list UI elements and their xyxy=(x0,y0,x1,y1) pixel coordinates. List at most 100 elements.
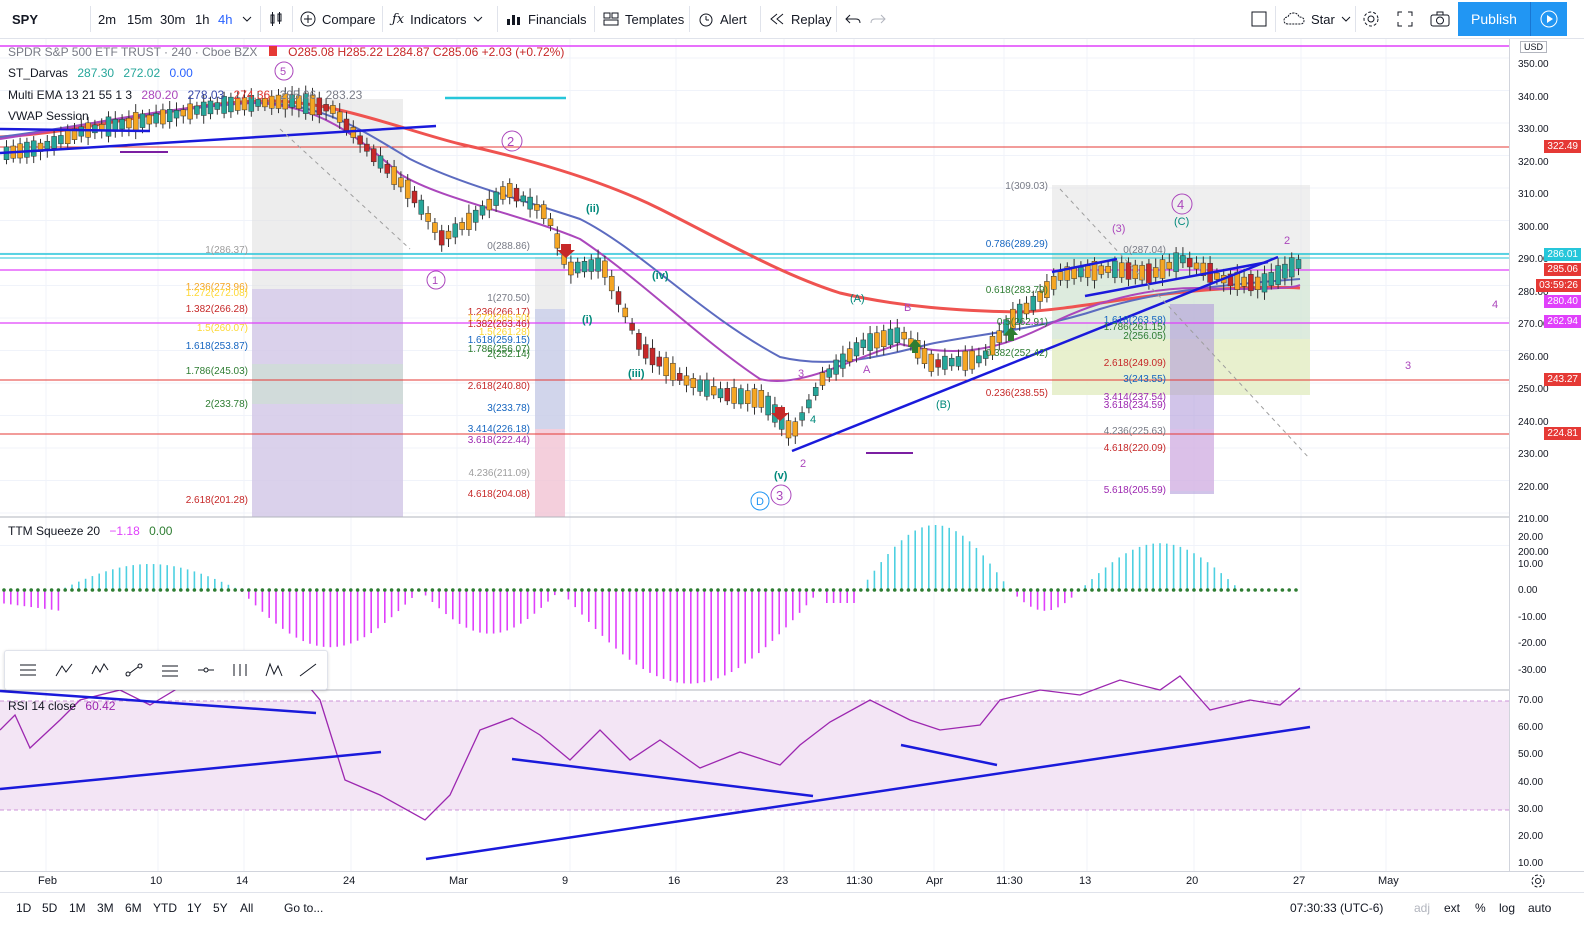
candle xyxy=(316,97,323,116)
lines-icon[interactable] xyxy=(15,657,41,683)
svg-text:2: 2 xyxy=(507,134,514,149)
squeeze-dot xyxy=(253,588,258,592)
symbol-search[interactable]: SPY xyxy=(12,0,38,38)
chart-canvas[interactable]: 1 2 3 4 5 D (ii) (iv) (iii) (v) (i) (A) … xyxy=(0,39,1509,871)
squeeze-dot xyxy=(1083,588,1087,592)
gear-icon[interactable] xyxy=(1530,873,1546,889)
templates-button[interactable]: Templates xyxy=(603,0,684,38)
ext-toggle[interactable]: ext xyxy=(1444,901,1461,915)
vertical-lines-icon[interactable] xyxy=(227,657,253,683)
svg-text:4: 4 xyxy=(1492,299,1498,311)
range-5y[interactable]: 5Y xyxy=(213,901,228,915)
price-axis[interactable]: 350.00 340.00 330.00 320.00 310.00 300.00 290.… xyxy=(1509,39,1584,871)
compare-button[interactable]: Compare xyxy=(300,0,375,38)
star-layout-button[interactable]: Star xyxy=(1283,0,1351,38)
flag-icon xyxy=(268,46,277,56)
squeeze-dot xyxy=(981,588,985,592)
price-tick: 300.00 xyxy=(1518,221,1549,233)
ray-icon[interactable] xyxy=(295,657,321,683)
clock-display[interactable]: 07:30:33 (UTC-6) xyxy=(1290,901,1384,915)
fullscreen-icon[interactable] xyxy=(1396,0,1414,38)
fullscreen-layout-icon[interactable] xyxy=(1250,0,1268,38)
time-tick: 24 xyxy=(343,875,356,887)
range-1y[interactable]: 1Y xyxy=(187,901,202,915)
candle xyxy=(717,388,724,399)
squeeze-dot xyxy=(675,588,679,592)
squeeze-dot xyxy=(376,588,380,592)
rsi-legend[interactable]: RSI 14 close 60.42 xyxy=(8,699,115,713)
alert-button[interactable]: Alert xyxy=(698,0,747,38)
squeeze-dot xyxy=(1131,588,1135,592)
squeeze-dot xyxy=(165,588,169,592)
vwap-legend[interactable]: VWAP Session xyxy=(8,109,89,123)
camera-icon[interactable] xyxy=(1430,0,1450,38)
gear-icon[interactable] xyxy=(1362,0,1380,38)
undo-icon[interactable] xyxy=(845,0,861,38)
range-all[interactable]: All xyxy=(240,901,254,915)
symbol-title: SPDR S&P 500 ETF TRUST · 240 · Cboe BZX xyxy=(8,45,258,59)
trendline[interactable] xyxy=(0,689,317,715)
trendline[interactable] xyxy=(511,757,814,798)
ttm-legend[interactable]: TTM Squeeze 20 −1.18 0.00 xyxy=(8,524,172,538)
auto-toggle[interactable]: auto xyxy=(1528,901,1552,915)
trendline[interactable] xyxy=(1084,260,1269,298)
squeeze-dot xyxy=(145,588,149,592)
wave-pattern-icon[interactable] xyxy=(87,657,113,683)
range-3m[interactable]: 3M xyxy=(97,901,114,915)
trendline[interactable] xyxy=(791,255,1279,453)
candle xyxy=(520,195,527,203)
range-ytd[interactable]: YTD xyxy=(153,901,177,915)
fib-label: 0(287.04) xyxy=(1123,245,1166,256)
trendline[interactable] xyxy=(1051,257,1118,274)
trendline[interactable] xyxy=(425,725,1311,861)
squeeze-dot xyxy=(1226,588,1230,592)
trendline[interactable] xyxy=(900,743,998,767)
redo-icon[interactable] xyxy=(870,0,886,38)
candle xyxy=(146,114,153,125)
timeframe-4h[interactable]: 4h xyxy=(218,11,233,27)
trendline[interactable] xyxy=(0,127,151,133)
darvas-legend[interactable]: ST_Darvas 287.30 272.02 0.00 xyxy=(8,66,193,80)
horizontal-line-icon[interactable] xyxy=(193,657,219,683)
range-6m[interactable]: 6M xyxy=(125,901,142,915)
timeframe-1h[interactable]: 1h xyxy=(195,11,210,27)
financials-button[interactable]: Financials xyxy=(506,0,587,38)
replay-label: Replay xyxy=(791,11,832,27)
chevron-down-icon[interactable] xyxy=(242,0,252,38)
percent-toggle[interactable]: % xyxy=(1475,901,1486,915)
candle xyxy=(234,97,241,111)
ema-legend[interactable]: Multi EMA 13 21 55 1 3 280.20 278.03 274… xyxy=(8,88,362,102)
squeeze-dot xyxy=(1056,588,1060,592)
candles-icon[interactable] xyxy=(268,0,284,38)
range-1d[interactable]: 1D xyxy=(16,901,32,915)
fib-icon[interactable] xyxy=(157,657,183,683)
candle xyxy=(806,399,812,409)
trendline[interactable] xyxy=(0,124,437,155)
fx-icon: ƒx xyxy=(392,11,405,27)
candle xyxy=(1193,262,1200,270)
squeeze-dot xyxy=(1205,588,1210,592)
time-axis[interactable]: Feb 10 14 24 Mar 9 16 23 11:30 Apr 11:30… xyxy=(0,871,1584,892)
adj-toggle[interactable]: adj xyxy=(1414,901,1431,915)
goto-button[interactable]: Go to... xyxy=(284,901,324,915)
range-5d[interactable]: 5D xyxy=(42,901,58,915)
trendline-icon[interactable] xyxy=(121,657,147,683)
svg-text:4: 4 xyxy=(810,414,816,426)
timeframe-15m[interactable]: 15m xyxy=(127,11,153,27)
replay-button[interactable]: Replay xyxy=(769,0,831,38)
publish-button[interactable]: Publish xyxy=(1458,2,1530,36)
play-icon[interactable] xyxy=(1530,2,1567,36)
trendline[interactable] xyxy=(0,750,382,791)
squeeze-dot xyxy=(872,588,877,592)
currency-label[interactable]: USD xyxy=(1520,41,1548,53)
timeframe-30m[interactable]: 30m xyxy=(160,11,186,27)
candle xyxy=(1030,295,1037,311)
log-toggle[interactable]: log xyxy=(1499,901,1516,915)
abc-pattern-icon[interactable] xyxy=(51,657,77,683)
price-tick: 340.00 xyxy=(1518,91,1549,103)
range-1m[interactable]: 1M xyxy=(69,901,86,915)
squeeze-dot xyxy=(247,588,251,592)
timeframe-2m[interactable]: 2m xyxy=(98,11,117,27)
xabcd-pattern-icon[interactable] xyxy=(261,657,287,683)
indicators-button[interactable]: ƒx Indicators xyxy=(392,0,483,38)
